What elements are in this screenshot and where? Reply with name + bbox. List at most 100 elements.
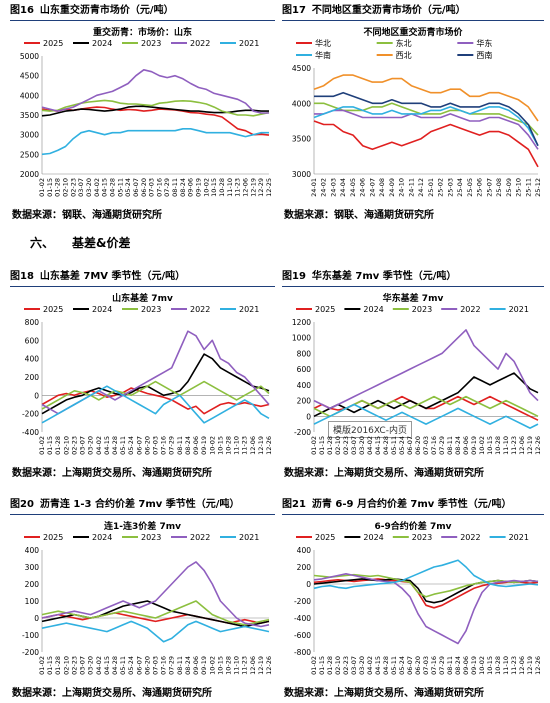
section-number: 六、 bbox=[30, 236, 55, 250]
series-line-2021 bbox=[41, 620, 270, 643]
x-tick-label: 06-07 bbox=[135, 656, 143, 675]
x-tick-label: 25-06 bbox=[476, 178, 484, 197]
x-tick-label: 25-11 bbox=[524, 178, 532, 197]
series-line-2021 bbox=[41, 385, 270, 424]
y-tick-label: 0 bbox=[306, 412, 311, 421]
panel-fig19: 图19 华东基差 7mv 季节性（元/吨） 华东基差 7mv 2025 2024 202… bbox=[282, 270, 544, 480]
x-tick-label: 06-20 bbox=[414, 436, 422, 455]
legend-label: 2024 bbox=[92, 533, 112, 542]
x-tick-label: 07-29 bbox=[438, 656, 446, 675]
x-tick-label: 12-19 bbox=[257, 656, 265, 675]
x-tick-label: 05-24 bbox=[398, 656, 406, 675]
x-tick-label: 05-11 bbox=[390, 436, 398, 455]
legend-label: 2022 bbox=[460, 305, 480, 314]
x-tick-label: 25-01 bbox=[427, 178, 435, 197]
legend-label: 2023 bbox=[412, 305, 432, 314]
x-tick-label: 12-06 bbox=[249, 436, 257, 455]
series-line-2021 bbox=[313, 559, 539, 590]
x-tick-label: 06-20 bbox=[143, 656, 151, 675]
x-tick-label: 03-07 bbox=[79, 656, 87, 675]
x-tick-label: 24-02 bbox=[320, 178, 328, 197]
y-tick-label: 1000 bbox=[292, 334, 311, 343]
section-heading: 六、 基差&价差 bbox=[30, 234, 148, 251]
data-source: 数据来源：上海期货交易所、海通期货研究所 bbox=[12, 688, 212, 699]
figure-heading: 沥青连 1-3 合约价差 7mv 季节性（元/吨） bbox=[39, 499, 240, 510]
series-line-2021 bbox=[41, 128, 269, 156]
x-tick-label: 08-24 bbox=[184, 436, 192, 455]
x-tick-label: 24-03 bbox=[329, 178, 337, 197]
figure-heading: 沥青 6-9 月合约价差 7mv 季节性（元/吨） bbox=[311, 499, 512, 510]
x-tick-label: 12-19 bbox=[249, 178, 257, 197]
x-tick-label: 03-20 bbox=[87, 436, 95, 455]
x-tick-label: 11-23 bbox=[510, 436, 518, 455]
x-tick-label: 09-06 bbox=[462, 656, 470, 675]
y-tick-label: 5000 bbox=[20, 52, 39, 61]
figure-header: 图20 沥青连 1-3 合约价差 7mv 季节性（元/吨） bbox=[10, 498, 275, 515]
series-line-2022 bbox=[41, 561, 270, 628]
x-tick-label: 07-03 bbox=[152, 656, 160, 675]
x-tick-label: 05-24 bbox=[398, 436, 406, 455]
x-tick-label: 12-06 bbox=[518, 656, 526, 675]
x-tick-label: 01-02 bbox=[310, 436, 318, 455]
x-tick-label: 01-15 bbox=[318, 436, 326, 455]
legend-label: 2023 bbox=[141, 533, 161, 542]
figure-heading: 山东基差 7MV 季节性（元/吨） bbox=[39, 271, 186, 282]
x-tick-label: 04-02 bbox=[366, 436, 374, 455]
x-tick-label: 10-15 bbox=[486, 436, 494, 455]
x-tick-label: 01-02 bbox=[38, 436, 46, 455]
x-tick-label: 08-24 bbox=[454, 436, 462, 455]
figure-number: 图19 bbox=[282, 271, 306, 282]
x-tick-label: 07-03 bbox=[422, 436, 430, 455]
x-tick-label: 04-28 bbox=[111, 436, 119, 455]
x-tick-label: 12-26 bbox=[534, 436, 542, 455]
x-tick-label: 08-11 bbox=[171, 178, 179, 197]
x-tick-label: 10-15 bbox=[210, 178, 218, 197]
x-tick-label: 08-24 bbox=[454, 656, 462, 675]
figure-header: 图19 华东基差 7mv 季节性（元/吨） bbox=[282, 270, 544, 287]
legend-label: 2025 bbox=[43, 39, 63, 48]
chart-title: 山东基差 7mv bbox=[112, 292, 173, 304]
series-line-2023 bbox=[41, 600, 270, 626]
legend-label: 华东 bbox=[476, 38, 492, 48]
x-tick-label: 01-15 bbox=[46, 178, 54, 197]
x-tick-label: 06-20 bbox=[143, 436, 151, 455]
x-tick-label: 06-20 bbox=[414, 656, 422, 675]
x-tick-label: 10-15 bbox=[216, 656, 224, 675]
legend-label: 华南 bbox=[315, 50, 331, 60]
x-tick-label: 04-02 bbox=[93, 178, 101, 197]
figure-heading: 山东重交沥青市场价（元/吨） bbox=[39, 5, 174, 16]
x-tick-label: 10-02 bbox=[208, 656, 216, 675]
x-tick-label: 07-16 bbox=[160, 656, 168, 675]
x-tick-label: 03-07 bbox=[350, 656, 358, 675]
x-tick-label: 11-23 bbox=[241, 656, 249, 675]
x-tick-label: 05-11 bbox=[119, 436, 127, 455]
x-tick-label: 03-20 bbox=[85, 178, 93, 197]
y-tick-label: 600 bbox=[297, 365, 312, 374]
x-tick-label: 07-03 bbox=[152, 436, 160, 455]
x-tick-label: 06-07 bbox=[132, 178, 140, 197]
series-line-华南 bbox=[313, 106, 539, 147]
x-tick-label: 08-24 bbox=[184, 656, 192, 675]
legend-label: 2021 bbox=[509, 533, 529, 542]
x-tick-label: 03-07 bbox=[77, 178, 85, 197]
x-tick-label: 10-02 bbox=[478, 656, 486, 675]
chart-fig19: 华东基差 7mv 2025 2024 2023 2022 2021 -200 0 200 400 6… bbox=[292, 292, 542, 455]
y-tick-label: -800 bbox=[294, 648, 311, 657]
y-tick-label: -200 bbox=[22, 648, 39, 657]
figure-number: 图16 bbox=[10, 5, 34, 16]
x-tick-label: 01-28 bbox=[326, 656, 334, 675]
data-source: 数据来源：上海期货交易所、海通期货研究所 bbox=[284, 468, 484, 479]
x-tick-label: 07-29 bbox=[163, 178, 171, 197]
y-tick-label: -200 bbox=[294, 597, 311, 606]
x-tick-label: 04-02 bbox=[366, 656, 374, 675]
x-tick-label: 08-11 bbox=[446, 436, 454, 455]
legend-label: 2022 bbox=[460, 533, 480, 542]
figure-number: 图21 bbox=[282, 499, 306, 510]
figure-number: 图17 bbox=[282, 5, 306, 16]
x-tick-label: 02-10 bbox=[62, 436, 70, 455]
x-tick-label: 04-02 bbox=[95, 656, 103, 675]
x-tick-label: 04-28 bbox=[111, 656, 119, 675]
x-tick-label: 24-08 bbox=[378, 178, 386, 197]
y-tick-label: 2500 bbox=[20, 150, 39, 159]
y-tick-label: 1200 bbox=[292, 318, 311, 327]
